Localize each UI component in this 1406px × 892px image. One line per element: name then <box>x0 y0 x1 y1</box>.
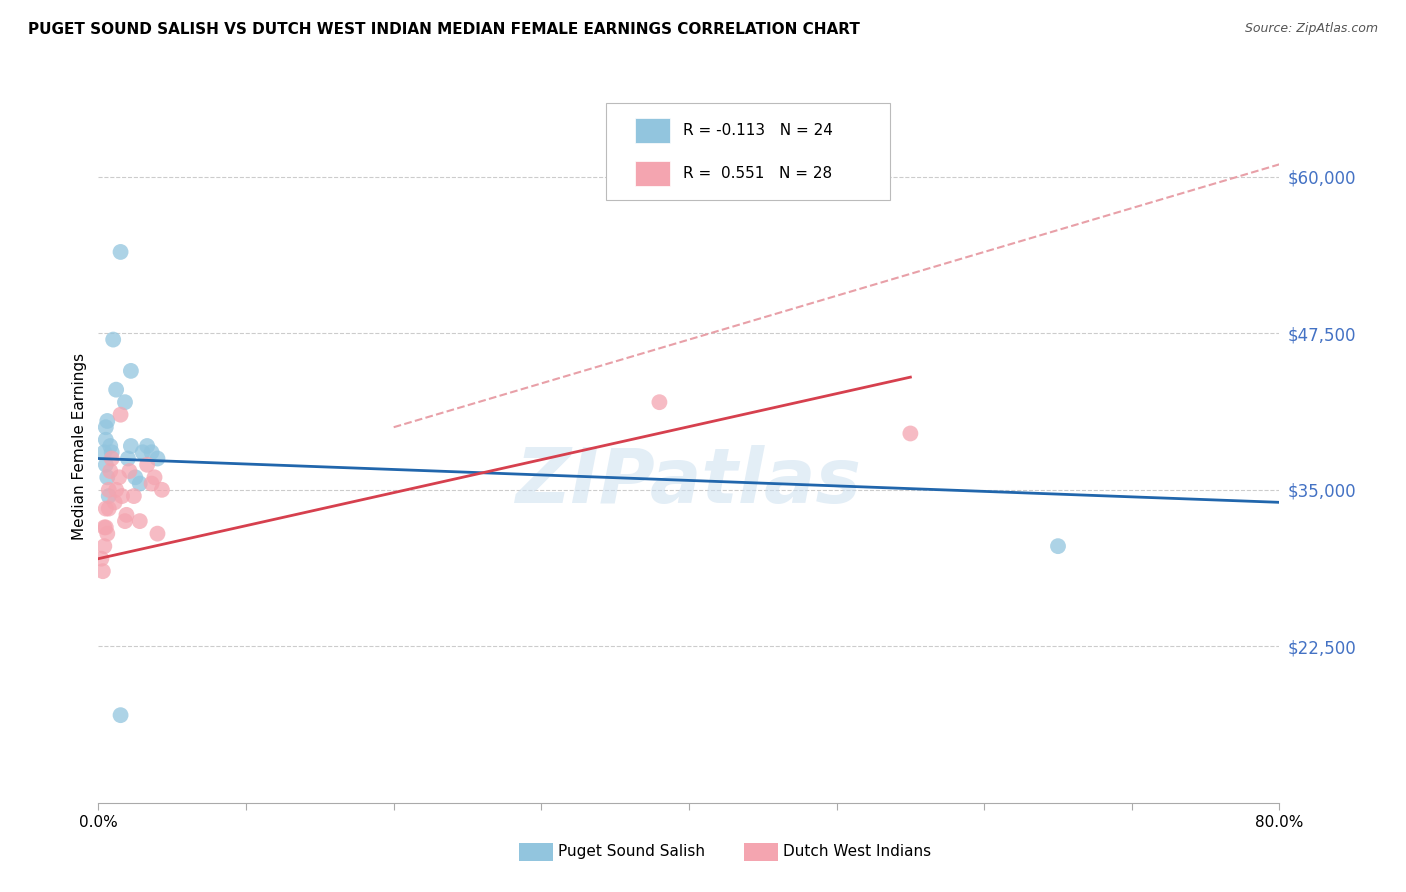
Point <box>128 514 150 528</box>
Point <box>648 395 671 409</box>
Point <box>150 483 173 497</box>
Point <box>105 383 128 397</box>
Text: ZIPatlas: ZIPatlas <box>516 445 862 518</box>
Point <box>103 333 125 347</box>
Point <box>141 445 163 459</box>
Text: R = -0.113   N = 24: R = -0.113 N = 24 <box>683 123 832 138</box>
Point <box>108 470 131 484</box>
Point <box>124 470 146 484</box>
Point <box>110 244 132 259</box>
Point <box>120 364 142 378</box>
Point <box>114 395 136 409</box>
Point <box>900 426 922 441</box>
Point <box>94 501 117 516</box>
Point <box>118 464 141 478</box>
Point <box>94 458 117 472</box>
Point <box>100 451 122 466</box>
Point <box>141 476 163 491</box>
Point <box>1046 539 1069 553</box>
Point <box>146 526 169 541</box>
Point <box>93 539 115 553</box>
Point <box>128 476 150 491</box>
Point <box>96 414 118 428</box>
Point <box>115 508 138 522</box>
Text: Source: ZipAtlas.com: Source: ZipAtlas.com <box>1244 22 1378 36</box>
Point <box>143 470 166 484</box>
FancyBboxPatch shape <box>634 161 671 186</box>
Text: Dutch West Indians: Dutch West Indians <box>783 845 931 859</box>
Point <box>132 445 155 459</box>
Point <box>122 489 145 503</box>
Point <box>94 433 117 447</box>
Point <box>97 489 120 503</box>
Point <box>114 514 136 528</box>
Text: Puget Sound Salish: Puget Sound Salish <box>558 845 706 859</box>
Point <box>105 483 128 497</box>
Point <box>110 408 132 422</box>
Point <box>91 564 114 578</box>
Text: PUGET SOUND SALISH VS DUTCH WEST INDIAN MEDIAN FEMALE EARNINGS CORRELATION CHART: PUGET SOUND SALISH VS DUTCH WEST INDIAN … <box>28 22 860 37</box>
Point <box>120 439 142 453</box>
Point <box>98 439 121 453</box>
Point <box>90 551 112 566</box>
Point <box>104 495 127 509</box>
Point <box>96 470 118 484</box>
Point <box>94 420 117 434</box>
Point <box>98 464 121 478</box>
Point <box>100 445 122 459</box>
Y-axis label: Median Female Earnings: Median Female Earnings <box>72 352 87 540</box>
Point <box>117 451 139 466</box>
Point <box>136 439 159 453</box>
Point <box>111 489 134 503</box>
Point <box>93 520 115 534</box>
FancyBboxPatch shape <box>634 119 671 144</box>
Point <box>146 451 169 466</box>
Point <box>96 526 118 541</box>
Point <box>110 708 132 723</box>
Text: R =  0.551   N = 28: R = 0.551 N = 28 <box>683 166 832 181</box>
Point <box>94 520 117 534</box>
Point <box>97 483 120 497</box>
Point <box>97 501 120 516</box>
FancyBboxPatch shape <box>606 103 890 200</box>
Point <box>136 458 159 472</box>
Point <box>93 445 115 459</box>
